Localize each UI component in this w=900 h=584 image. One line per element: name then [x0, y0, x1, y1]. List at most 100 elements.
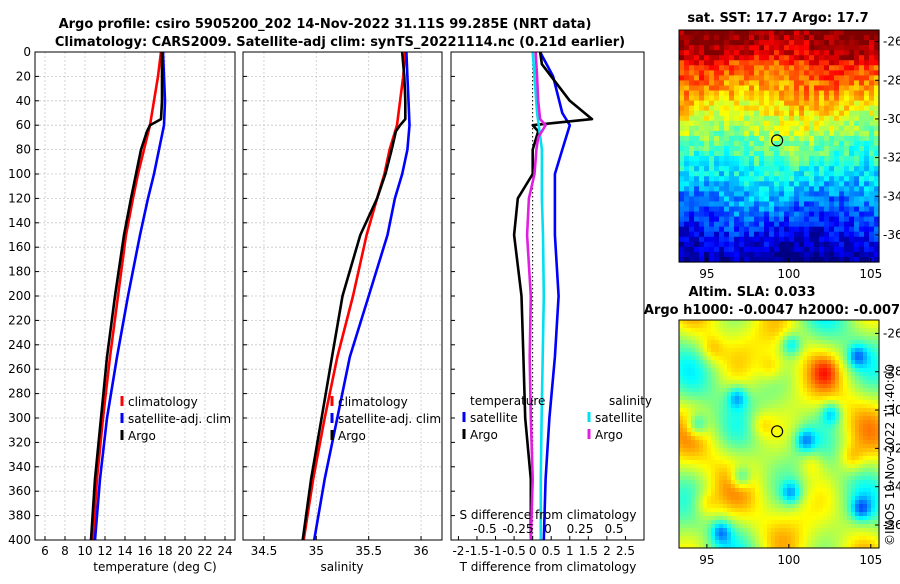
map-cell — [683, 396, 688, 401]
map-cell — [815, 440, 820, 445]
map-cell — [867, 380, 872, 385]
map-cell — [791, 376, 796, 381]
map-cell — [774, 161, 780, 167]
map-cell — [735, 512, 740, 517]
map-cell — [747, 516, 752, 521]
map-cell — [787, 440, 792, 445]
map-cell — [679, 151, 685, 157]
map-cell — [699, 236, 705, 243]
map-cell — [715, 520, 720, 525]
map-cell — [695, 444, 700, 449]
map-cell — [847, 484, 852, 489]
map-cell — [763, 432, 768, 437]
map-cell — [687, 448, 692, 453]
map-cell — [714, 90, 720, 97]
map-cell — [755, 516, 760, 521]
map-cell — [699, 492, 704, 497]
map-cell — [794, 181, 800, 187]
map-cell — [719, 500, 724, 505]
map-cell — [767, 348, 772, 353]
map-cell — [823, 464, 828, 469]
map-cell — [691, 352, 696, 357]
map-cell — [819, 191, 825, 198]
map-cell — [847, 420, 852, 425]
map-cell — [715, 460, 720, 465]
map-cell — [864, 196, 870, 203]
map-cell — [714, 226, 720, 233]
map-cell — [794, 90, 800, 97]
map-cell — [771, 392, 776, 397]
map-cell — [751, 408, 756, 413]
map-cell — [749, 146, 755, 152]
map-cell — [699, 364, 704, 369]
map-cell — [783, 460, 788, 465]
map-cell — [691, 336, 696, 341]
map-cell — [759, 95, 765, 102]
map-cell — [739, 45, 745, 51]
map-cell — [767, 472, 772, 477]
map-cell — [839, 100, 845, 107]
map-cell — [839, 75, 845, 82]
map-cell — [869, 226, 875, 233]
map-cell — [769, 196, 775, 203]
map-cell — [787, 540, 792, 545]
map-cell — [763, 460, 768, 465]
map-cell — [749, 196, 755, 203]
map-cell — [824, 105, 830, 112]
map-cell — [719, 85, 725, 92]
map-cell — [824, 75, 830, 82]
map-cell — [715, 472, 720, 477]
map-cell — [734, 40, 740, 46]
map-cell — [791, 508, 796, 513]
map-cell — [704, 95, 710, 102]
map-cell — [703, 528, 708, 533]
map-cell — [779, 156, 785, 162]
map-cell — [869, 135, 875, 142]
map-cell — [751, 480, 756, 485]
map-cell — [763, 324, 768, 329]
map-cell — [724, 196, 730, 203]
map-cell — [795, 412, 800, 417]
map-cell — [859, 70, 865, 76]
map-cell — [843, 348, 848, 353]
map-cell — [799, 528, 804, 533]
map-cell — [799, 55, 805, 61]
map-cell — [744, 45, 750, 51]
map-cell — [849, 146, 855, 152]
map-cell — [787, 380, 792, 385]
map-cell — [704, 35, 710, 41]
x-tick-label: 1 — [566, 544, 574, 558]
map-cell — [827, 440, 832, 445]
x-tick-label: -0.5 — [502, 544, 525, 558]
map-cell — [774, 140, 780, 147]
map-cell — [795, 532, 800, 537]
map-cell — [819, 476, 824, 481]
map-cell — [863, 544, 868, 549]
map-cell — [751, 476, 756, 481]
map-cell — [689, 176, 695, 182]
map-cell — [709, 110, 715, 117]
map-cell — [775, 336, 780, 341]
map-cell — [709, 251, 715, 258]
map-cell — [755, 424, 760, 429]
map-cell — [747, 388, 752, 393]
map-cell — [727, 344, 732, 349]
map-cell — [754, 140, 760, 147]
map-cell — [809, 226, 815, 233]
map-cell — [699, 508, 704, 513]
map-cell — [699, 472, 704, 477]
map-cell — [699, 251, 705, 258]
map-cell — [771, 376, 776, 381]
map-cell — [763, 420, 768, 425]
map-cell — [715, 456, 720, 461]
map-cell — [744, 206, 750, 213]
y-tick-label: 260 — [8, 362, 31, 376]
map-cell — [803, 456, 808, 461]
map-cell — [847, 432, 852, 437]
map-cell — [743, 476, 748, 481]
map-cell — [711, 488, 716, 493]
map-cell — [743, 516, 748, 521]
map-cell — [699, 60, 705, 66]
map-cell — [679, 50, 685, 56]
